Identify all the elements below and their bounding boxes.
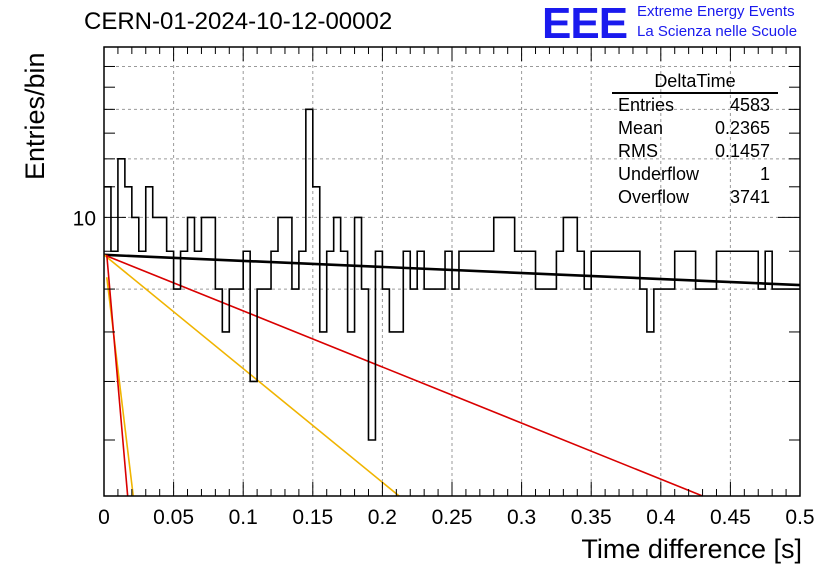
histogram-steps (104, 108, 800, 441)
axis-ticks (103, 46, 801, 496)
x-tick-label: 0.5 (785, 506, 814, 529)
x-tick-label: 0.05 (153, 506, 194, 529)
stats-label: Mean (618, 118, 664, 138)
x-tick-label: 0.4 (646, 506, 676, 529)
run-title: CERN-01-2024-10-12-00002 (84, 8, 393, 35)
x-tick-label: 0.45 (710, 506, 751, 529)
reference-curve (103, 254, 400, 497)
logo-line-2: La Scienza nelle Scuole (637, 23, 798, 40)
histogram-data (104, 108, 800, 441)
stats-value: 4583 (729, 95, 770, 115)
x-tick-label: 0.2 (368, 506, 397, 529)
stats-value: 0.1457 (714, 141, 770, 161)
stats-label: Overflow (618, 187, 690, 207)
x-tick-label: 0.3 (507, 506, 536, 529)
stats-row-entries: Entries 4583 (612, 94, 778, 117)
tick-labels: 0 0.05 0.1 0.15 0.2 0.25 0.3 0.35 0.4 0.45 0.5 10 (73, 207, 815, 529)
reference-curve (105, 277, 135, 497)
stats-title: DeltaTime (612, 70, 778, 94)
stats-label: Underflow (618, 164, 700, 184)
stats-value: 0.2365 (714, 118, 770, 138)
x-tick-label: 0 (98, 506, 110, 529)
stats-row-rms: RMS 0.1457 (612, 140, 778, 163)
reference-curves (103, 253, 801, 497)
stats-box: DeltaTime Entries 4583 Mean 0.2365 RMS 0… (612, 70, 778, 209)
stats-value: 1 (759, 164, 770, 184)
stats-value: 3741 (729, 187, 770, 207)
logo-line-1: Extreme Energy Events (637, 3, 795, 20)
x-axis-label: Time difference [s] (581, 534, 802, 564)
stats-row-underflow: Underflow 1 (612, 163, 778, 186)
eee-logo: EEE (542, 0, 628, 48)
reference-curve (103, 254, 703, 497)
reference-curve (105, 254, 129, 497)
x-tick-label: 0.25 (432, 506, 473, 529)
stats-label: RMS (618, 141, 658, 161)
stats-label: Entries (618, 95, 675, 115)
stats-row-mean: Mean 0.2365 (612, 117, 778, 140)
x-tick-label: 0.15 (292, 506, 333, 529)
x-tick-label: 0.35 (571, 506, 612, 529)
y-tick-label: 10 (73, 207, 96, 230)
stats-row-overflow: Overflow 3741 (612, 186, 778, 209)
x-tick-label: 0.1 (229, 506, 258, 529)
